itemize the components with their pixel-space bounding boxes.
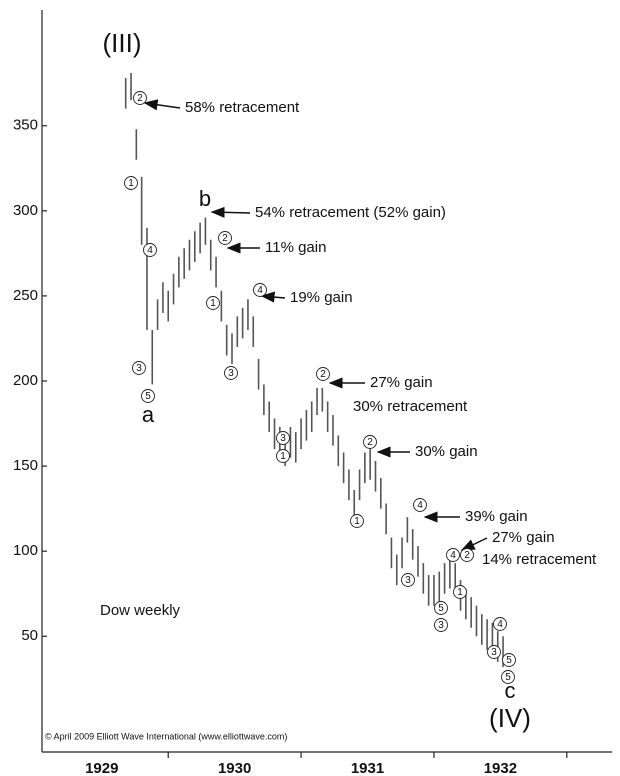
x-tick-label: 1929	[85, 760, 118, 776]
y-tick-label: 300	[13, 202, 38, 219]
wave-number: 4	[497, 619, 503, 630]
wave-circle	[253, 283, 267, 297]
wave-label: b	[199, 186, 211, 211]
wave-circle	[276, 431, 290, 445]
x-tick-label: 1930	[218, 760, 251, 776]
annotation: 39% gain	[465, 508, 528, 525]
wave-number: 2	[222, 233, 228, 244]
y-tick-label: 250	[13, 287, 38, 304]
wave-number: 1	[128, 178, 134, 189]
wave-circle	[141, 389, 155, 403]
wave-circle	[501, 670, 515, 684]
annotation-arrow	[460, 537, 488, 551]
wave-number: 5	[505, 672, 511, 683]
wave-circle	[218, 231, 232, 245]
annotation-arrow	[260, 291, 286, 303]
wave-circle	[434, 601, 448, 615]
annotation: 14% retracement	[482, 551, 597, 568]
wave-number: 1	[280, 451, 286, 462]
y-tick-label: 350	[13, 117, 38, 134]
wave-circle	[124, 176, 138, 190]
wave-number: 5	[438, 603, 444, 614]
wave-circle	[143, 243, 157, 257]
y-tick-label: 50	[21, 627, 38, 644]
wave-circle	[316, 367, 330, 381]
wave-circle	[133, 91, 147, 105]
wave-circle	[363, 435, 377, 449]
annotation: 30% gain	[415, 443, 478, 460]
wave-circle	[224, 366, 238, 380]
wave-number: 1	[457, 587, 463, 598]
annotation-arrow	[143, 99, 181, 111]
wave-circle	[453, 585, 467, 599]
footnote: © April 2009 Elliott Wave International …	[45, 731, 287, 741]
y-tick-label: 100	[13, 542, 38, 559]
wave-number: 4	[257, 285, 263, 296]
wave-number: 3	[491, 647, 497, 658]
annotation: 27% gain	[492, 529, 555, 546]
wave-circle	[487, 645, 501, 659]
annotation: 27% gain	[370, 374, 433, 391]
wave-number: 5	[145, 391, 151, 402]
wave-number: 3	[136, 363, 142, 374]
annotation: 58% retracement	[185, 99, 300, 116]
wave-label: c	[505, 678, 516, 703]
wave-number: 1	[354, 516, 360, 527]
wave-number: 5	[506, 655, 512, 666]
annotation: 54% retracement (52% gain)	[255, 204, 446, 221]
wave-label: (IV)	[489, 703, 531, 733]
wave-number: 1	[210, 298, 216, 309]
wave-circle	[276, 449, 290, 463]
wave-number: 3	[438, 620, 444, 631]
annotation: 11% gain	[265, 239, 326, 256]
wave-circle	[434, 618, 448, 632]
wave-circle	[460, 548, 474, 562]
wave-number: 3	[228, 368, 234, 379]
wave-number: 2	[320, 369, 326, 380]
wave-number: 4	[147, 245, 153, 256]
wave-circle	[132, 361, 146, 375]
wave-number: 2	[464, 550, 470, 561]
x-tick-label: 1932	[484, 760, 517, 776]
wave-circle	[413, 498, 427, 512]
wave-circle	[493, 617, 507, 631]
y-tick-label: 150	[13, 457, 38, 474]
wave-number: 2	[367, 437, 373, 448]
wave-number: 3	[280, 433, 286, 444]
wave-number: 3	[405, 575, 411, 586]
y-tick-label: 200	[13, 372, 38, 389]
wave-circle	[502, 653, 516, 667]
annotation: 19% gain	[290, 289, 353, 306]
annotation-arrow	[210, 206, 251, 218]
wave-circle	[350, 514, 364, 528]
x-tick-label: 1931	[351, 760, 384, 776]
wave-label: a	[142, 402, 155, 427]
wave-circle	[446, 548, 460, 562]
annotation: 30% retracement	[353, 398, 468, 415]
wave-number: 4	[450, 550, 456, 561]
wave-number: 4	[417, 500, 423, 511]
wave-circle	[401, 573, 415, 587]
wave-label: (III)	[103, 28, 142, 58]
wave-circle	[206, 296, 220, 310]
chart-title: Dow weekly	[100, 602, 181, 619]
wave-number: 2	[137, 93, 143, 104]
